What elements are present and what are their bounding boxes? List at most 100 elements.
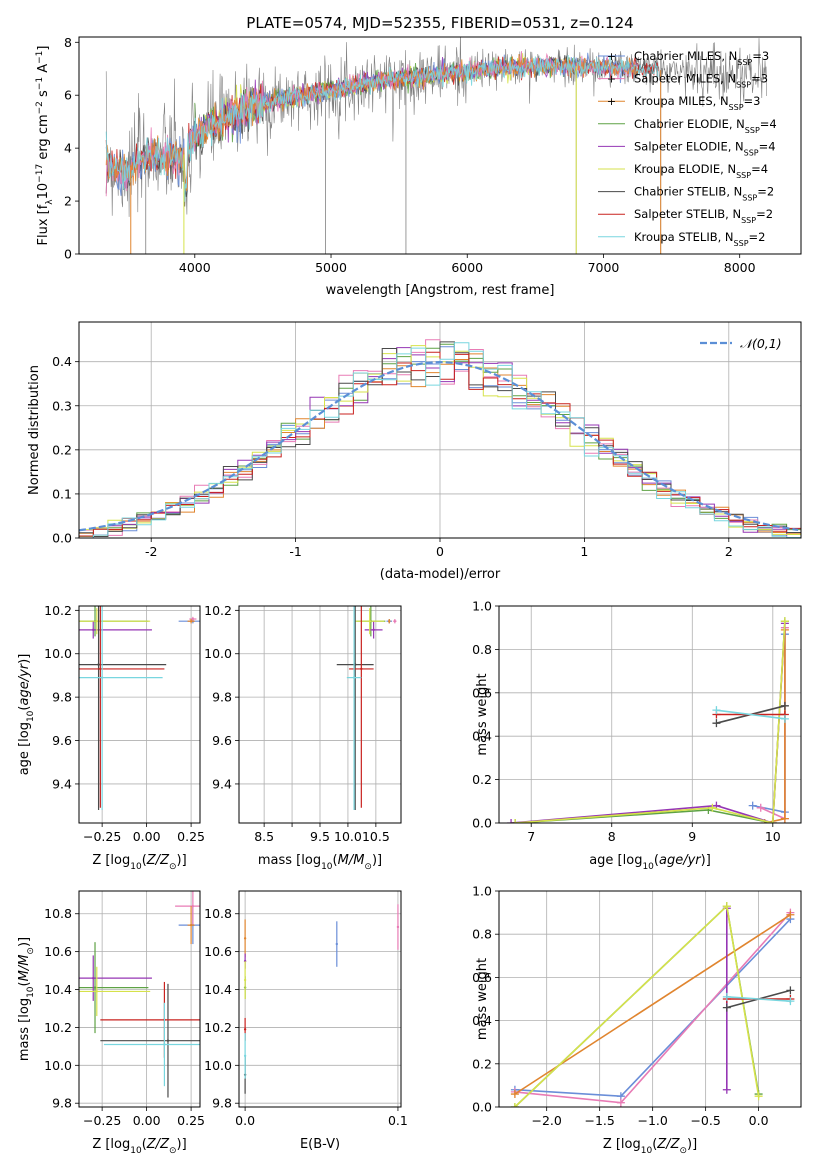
mass-vs-ebv-ytick-label: 10.6 xyxy=(204,944,232,959)
mass-vs-Z-plot-area xyxy=(79,891,200,1098)
data-point xyxy=(243,937,247,940)
age-vs-mass-xtick-label: 9.5 xyxy=(310,829,330,844)
weight-vs-Z-xtick-label: −1.5 xyxy=(584,1113,614,1128)
mass-vs-ebv-ytick-label: 10.2 xyxy=(204,1020,232,1035)
weight-vs-age-xtick-label: 7 xyxy=(527,829,535,844)
weight-marker xyxy=(786,997,795,1006)
errorbar-point xyxy=(79,955,152,1001)
age-vs-Z-ytick-label: 9.4 xyxy=(52,776,72,791)
errorbar-point xyxy=(100,983,200,1098)
mass-vs-Z-ytick-label: 10.2 xyxy=(44,1020,72,1035)
weight-marker xyxy=(722,992,731,1001)
age-vs-mass-plot-area xyxy=(336,606,397,810)
errorbar-point xyxy=(175,891,200,926)
weight-vs-age-ytick-label: 0.6 xyxy=(472,685,492,700)
age-vs-mass-xtick-label: 8.5 xyxy=(254,829,274,844)
weight-vs-age-plot-area xyxy=(507,617,789,823)
weight-vs-age-xlabel: age [log10(age/yr)] xyxy=(589,853,711,872)
weight-vs-age-ticks: 7 8 9 10 0.0 0.2 0.4 0.6 0.8 1.0 xyxy=(472,599,781,845)
data-point xyxy=(163,1043,166,1046)
age-vs-Z-xlabel: Z [log10(Z/Z⊙)] xyxy=(92,853,186,872)
weight-vs-Z-xtick-label: −0.5 xyxy=(690,1113,720,1128)
errorbar-point xyxy=(243,1033,247,1079)
weight-marker xyxy=(780,617,789,626)
residuals-xtick-label: 1 xyxy=(580,544,588,559)
residuals-ytick-label: 0.4 xyxy=(52,354,72,369)
data-point xyxy=(166,1039,170,1042)
mass-vs-ebv-ticks: 0.0 0.1 9.8 10.0 10.2 10.4 10.6 10.8 xyxy=(204,906,408,1128)
weight-marker xyxy=(722,1085,731,1094)
spectrum-ytick-label: 0 xyxy=(64,247,72,262)
legend-marker: + xyxy=(607,50,616,63)
mass-vs-Z-xtick-label: −0.25 xyxy=(83,1113,121,1128)
mass-vs-ebv-xtick-label: 0.0 xyxy=(235,1113,255,1128)
spectrum-ytick-label: 6 xyxy=(64,88,72,103)
data-point xyxy=(92,628,95,632)
residuals-panel: -2 -1 0 1 2 0.0 0.1 0.2 0.3 0.4 𝒩(0,1) (data-model)… xyxy=(27,321,802,582)
mass-vs-ebv-ytick-label: 10.0 xyxy=(204,1058,232,1073)
weight-marker xyxy=(510,1103,519,1107)
residuals-ytick-label: 0.2 xyxy=(52,442,72,457)
legend-label: 𝒩(0,1) xyxy=(740,336,782,351)
data-point xyxy=(352,676,356,679)
residuals-xtick-label: -2 xyxy=(145,544,157,559)
errorbar-point xyxy=(79,608,151,635)
weight-vs-age-xtick-label: 10 xyxy=(765,829,781,844)
panels-layer: 4000 5000 6000 7000 8000 0 2 4 6 8 wavelength [Ang… xyxy=(17,35,802,1156)
data-point xyxy=(372,628,375,632)
errorbar-point xyxy=(79,606,163,810)
age-vs-Z-panel: −0.25 0.00 0.25 9.4 9.6 9.8 10.0 10.2 Z [log10(Z… xyxy=(17,603,205,872)
mass-vs-Z-frame xyxy=(78,890,201,1108)
weight-marker xyxy=(754,1092,763,1101)
age-vs-mass-xtick-label: 10.0 xyxy=(334,829,362,844)
weight-marker xyxy=(786,986,795,995)
residuals-ylabel: Normed distribution xyxy=(27,365,42,495)
residuals-legend: 𝒩(0,1) xyxy=(700,336,782,351)
weight-marker xyxy=(712,706,721,715)
mass-vs-ebv-ytick-label: 9.8 xyxy=(212,1096,232,1111)
data-point xyxy=(99,667,102,671)
age-vs-Z-ytick-label: 10.0 xyxy=(44,646,72,661)
weight-vs-Z-frame xyxy=(498,890,802,1108)
age-vs-mass-ytick-label: 10.0 xyxy=(204,646,232,661)
data-point xyxy=(92,976,95,980)
data-point xyxy=(97,663,100,666)
legend-label: Chabrier ELODIE, NSSP=4 xyxy=(634,117,777,135)
mass-vs-ebv-ytick-label: 10.4 xyxy=(204,982,232,997)
legend-label: Salpeter MILES, NSSP=3 xyxy=(634,72,768,90)
mass-vs-ebv-panel: 0.0 0.1 9.8 10.0 10.2 10.4 10.6 10.8 E(B-V) xyxy=(204,890,408,1152)
mass-vs-ebv-xtick-label: 0.1 xyxy=(388,1113,408,1128)
mass-vs-Z-xlabel: Z [log10(Z/Z⊙)] xyxy=(92,1137,186,1156)
data-point xyxy=(396,925,400,929)
weight-marker xyxy=(756,803,765,812)
weight-series-line xyxy=(515,621,786,823)
legend-label: Salpeter ELODIE, NSSP=4 xyxy=(634,139,776,157)
age-vs-mass-ticks: 8.5 9.5 10.0 10.59.49.69.810.010.2 xyxy=(204,603,390,844)
data-point xyxy=(95,990,98,993)
legend-label: Chabrier STELIB, NSSP=2 xyxy=(634,185,774,203)
weight-vs-Z-ticks: −2.0 −1.5 −1.0 −0.5 0.0 0.0 0.2 0.4 0.6 0.8 1.0 xyxy=(472,884,768,1129)
legend-marker: + xyxy=(607,73,616,86)
residuals-xlabel: (data-model)/error xyxy=(380,567,501,582)
age-vs-mass-ytick-label: 9.6 xyxy=(212,733,232,748)
data-point xyxy=(191,617,195,621)
errorbar-point xyxy=(79,942,149,1034)
weight-vs-Z-ytick-label: 0.8 xyxy=(472,927,492,942)
data-point xyxy=(93,986,97,989)
normal-curve xyxy=(79,360,799,532)
spectrum-xtick-label: 4000 xyxy=(179,260,211,275)
weight-marker xyxy=(722,1003,731,1012)
weight-marker xyxy=(768,819,777,823)
weight-marker xyxy=(712,719,721,728)
errorbar-point xyxy=(349,606,374,808)
errorbar-point xyxy=(103,1002,200,1087)
legend-label: Kroupa STELIB, NSSP=2 xyxy=(634,230,765,248)
weight-vs-Z-xtick-label: 0.0 xyxy=(749,1113,769,1128)
age-vs-mass-xlabel: mass [log10(M/M⊙)] xyxy=(258,853,382,872)
weight-vs-Z-ytick-label: 0.2 xyxy=(472,1056,492,1071)
weight-vs-age-ylabel: mass weight xyxy=(475,673,490,755)
weight-marker xyxy=(511,819,520,823)
spectrum-model-line xyxy=(105,54,659,202)
spectrum-xtick-label: 8000 xyxy=(724,260,756,275)
